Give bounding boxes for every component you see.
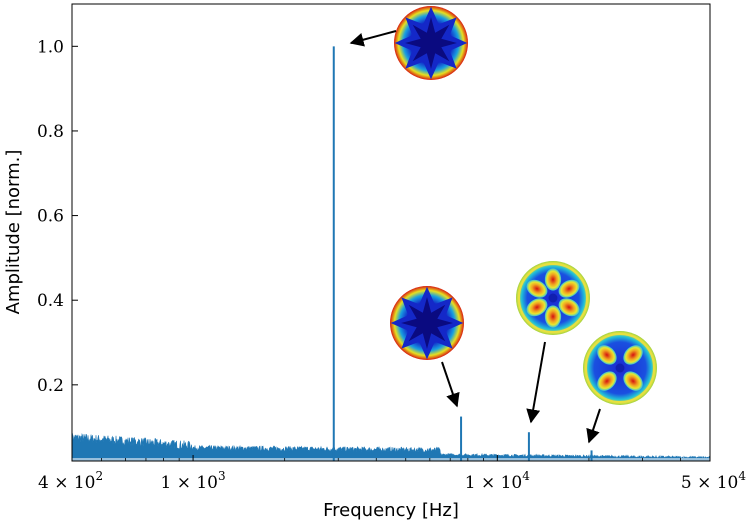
mode-lobe	[526, 298, 548, 317]
mode-lobe	[623, 371, 643, 391]
mode-image-2	[390, 286, 464, 360]
x-tick-label-2: 1 × 103	[161, 469, 226, 493]
mode-star	[401, 297, 453, 349]
x-tick-label-3: 1 × 104	[465, 469, 531, 493]
mode-image-4	[583, 331, 657, 405]
y-tick-label-5: 1.0	[37, 37, 64, 57]
mode-rim	[517, 262, 589, 334]
y-tick-label-2: 0.4	[37, 291, 64, 311]
spectrum-baseline-gap	[72, 458, 710, 461]
y-tick-label-4: 0.8	[37, 122, 64, 142]
mode-lobe	[597, 371, 617, 391]
mode-lobe	[558, 279, 580, 298]
y-tick-label-1: 0.2	[37, 376, 64, 396]
mode-lobe	[558, 298, 580, 317]
mode-rim	[584, 332, 656, 404]
mode-arrow-3	[526, 341, 546, 424]
mode-arrow-1	[349, 30, 397, 47]
mode-center	[548, 293, 558, 303]
x-tick-label-1: 4 × 102	[38, 469, 103, 493]
mode-arrow-2	[441, 361, 460, 408]
y-tick-label-3: 0.6	[37, 207, 64, 227]
mode-lobe	[526, 279, 548, 298]
mode-lobe	[544, 305, 562, 328]
mode-arrow-4	[586, 408, 601, 444]
mode-star	[405, 17, 457, 69]
x-axis: 4 × 102 1 × 103 1 × 104 5 × 104	[38, 455, 746, 493]
y-axis: 0.2 0.4 0.6 0.8 1.0	[37, 37, 78, 396]
mode-lobe	[544, 268, 562, 291]
mode-images	[349, 6, 657, 444]
plot-area	[71, 46, 711, 462]
mode-image-1	[394, 6, 468, 80]
x-tick-label-4: 5 × 104	[681, 469, 747, 493]
spectrum-noise-floor	[71, 432, 711, 462]
y-axis-label: Amplitude [norm.]	[3, 150, 24, 315]
mode-lobe	[623, 345, 643, 365]
mode-lobe	[597, 345, 617, 365]
mode-center	[615, 363, 625, 373]
mode-image-3	[516, 261, 590, 335]
x-axis-label: Frequency [Hz]	[323, 500, 459, 521]
plot-frame	[71, 3, 711, 462]
